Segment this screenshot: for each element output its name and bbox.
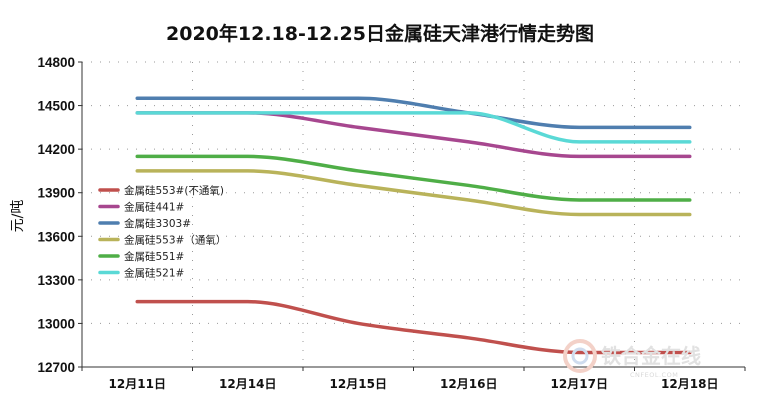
series-line-3 <box>135 96 692 130</box>
x-tick-label: 12月11日 <box>109 377 166 391</box>
watermark-logo-icon <box>563 339 597 373</box>
series-line-5 <box>135 154 692 202</box>
legend-label: 金属硅3303# <box>124 217 191 230</box>
x-tick-label: 12月16日 <box>440 377 497 391</box>
legend-label: 金属硅553#（通氧） <box>124 234 226 247</box>
x-tick-label: 12月18日 <box>661 377 718 391</box>
y-tick-label: 13900 <box>37 186 75 201</box>
series-line-4 <box>135 169 692 217</box>
series-line-1 <box>135 299 692 355</box>
y-axis-label: 元/吨 <box>10 200 26 233</box>
x-tick-label: 12月17日 <box>551 377 608 391</box>
y-tick-label: 13300 <box>37 273 75 288</box>
watermark-logo-inner-icon <box>571 347 589 365</box>
legend-label: 金属硅521# <box>124 267 184 280</box>
series-line-6 <box>135 111 692 144</box>
y-tick-label: 12700 <box>37 360 75 375</box>
series-line-2 <box>135 111 692 159</box>
x-tick-label: 12月15日 <box>330 377 387 391</box>
legend: 金属硅553#(不通氧) 金属硅441# 金属硅3303# 金属硅553#（通氧） 金属… <box>98 184 226 280</box>
x-axis-ticks: 12月11日 12月14日 12月15日 12月16日 12月17日 12月18日 <box>81 367 746 391</box>
watermark-subtext: CNFEOL.COM <box>630 371 678 379</box>
chart-title: 2020年12.18-12.25日金属硅天津港行情走势图 <box>166 22 594 45</box>
legend-label: 金属硅441# <box>124 201 184 214</box>
legend-label: 金属硅553#(不通氧) <box>124 184 224 197</box>
y-tick-label: 14500 <box>37 99 75 114</box>
series-lines <box>135 96 692 355</box>
y-tick-label: 14800 <box>37 55 75 70</box>
legend-label: 金属硅551# <box>124 250 184 263</box>
y-tick-label: 13000 <box>37 316 75 331</box>
y-tick-label: 14200 <box>37 142 75 157</box>
y-axis-ticks: 12700 13000 13300 13600 13900 14200 14500 14800 <box>37 55 82 375</box>
y-tick-label: 13600 <box>37 229 75 244</box>
watermark: 铁合金在线 CNFEOL.COM <box>563 339 701 379</box>
watermark-text: 铁合金在线 <box>601 344 701 368</box>
x-tick-label: 12月14日 <box>219 377 276 391</box>
